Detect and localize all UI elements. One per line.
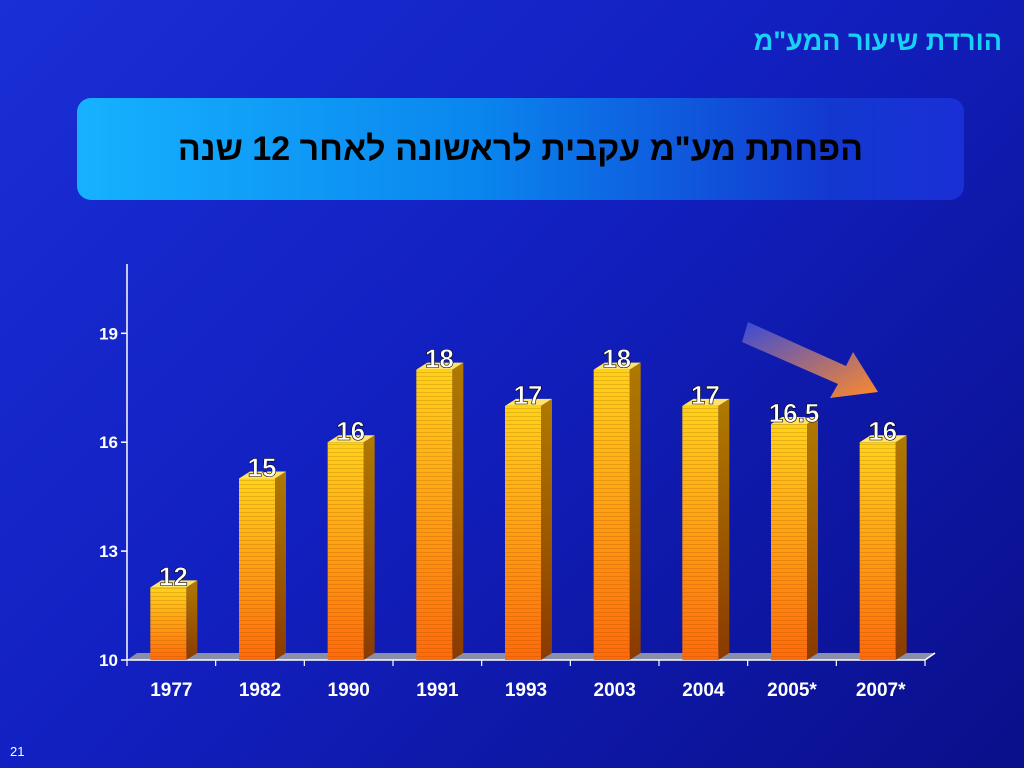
- bar-side: [275, 471, 286, 660]
- x-tick-label: 1993: [505, 680, 547, 701]
- bar-top: [416, 362, 464, 370]
- data-label: 16: [868, 416, 897, 446]
- data-label: 15: [248, 453, 277, 483]
- data-label: 16: [336, 416, 365, 446]
- x-tick-label: 1991: [416, 680, 459, 701]
- title-banner: הפחתת מע"מ עקבית לראשונה לאחר 12 שנה: [77, 98, 964, 200]
- x-tick-label: 1990: [328, 680, 370, 701]
- bar-texture: [682, 405, 719, 660]
- bar-side: [807, 417, 818, 660]
- bar-texture: [771, 424, 807, 660]
- bar-texture: [239, 478, 275, 660]
- bar-texture: [593, 369, 630, 660]
- trend-arrow-group: [742, 322, 878, 398]
- bar-top: [239, 471, 286, 479]
- y-axis: 10 13 16 19: [99, 264, 128, 670]
- bar-side: [541, 398, 552, 660]
- bar-top: [150, 580, 198, 588]
- bar-texture: [150, 587, 187, 660]
- bar-texture: [505, 405, 541, 660]
- bar-top: [682, 398, 730, 406]
- bar-top: [771, 417, 818, 425]
- bar-series: 12 1977 15 1982 16 1990 18 1991 17 1993 18 2003 17 20…: [126, 343, 926, 701]
- x-tick-label: 1977: [150, 680, 192, 701]
- x-tick-label: 2003: [594, 680, 636, 701]
- bar-side: [629, 362, 641, 660]
- bar-top: [593, 362, 641, 370]
- y-tick-label: 10: [99, 651, 118, 670]
- x-axis-corner: [924, 652, 936, 661]
- y-tick-label: 13: [99, 542, 118, 561]
- x-tick-label: 2005*: [767, 680, 817, 701]
- y-tick-label: 16: [99, 433, 118, 452]
- x-tick-label: 1982: [239, 680, 281, 701]
- data-label: 18: [425, 344, 454, 374]
- bar-texture: [416, 369, 453, 660]
- data-label: 16.5: [769, 398, 820, 428]
- slide-title: הורדת שיעור המע"מ: [753, 26, 1002, 56]
- data-label: 17: [514, 380, 543, 410]
- trend-arrow: [742, 322, 878, 398]
- bar-side: [895, 435, 907, 660]
- y-tick-label: 19: [99, 324, 118, 343]
- data-label: 17: [691, 380, 720, 410]
- bar-side: [718, 398, 730, 660]
- bar-texture: [859, 442, 896, 660]
- data-label: 12: [159, 561, 188, 591]
- data-label: 18: [602, 344, 631, 374]
- bar-top: [327, 435, 375, 443]
- x-tick-label: 2004: [682, 680, 725, 701]
- bar-side: [452, 362, 464, 660]
- bar-side: [186, 580, 198, 660]
- x-tick-label: 2007*: [856, 680, 906, 701]
- banner-title: הפחתת מע"מ עקבית לראשונה לאחר 12 שנה: [177, 130, 864, 168]
- bar-top: [859, 435, 907, 443]
- page-number: 21: [10, 744, 25, 759]
- bar-texture: [327, 442, 364, 660]
- bar-side: [363, 435, 375, 660]
- bar-top: [505, 398, 552, 406]
